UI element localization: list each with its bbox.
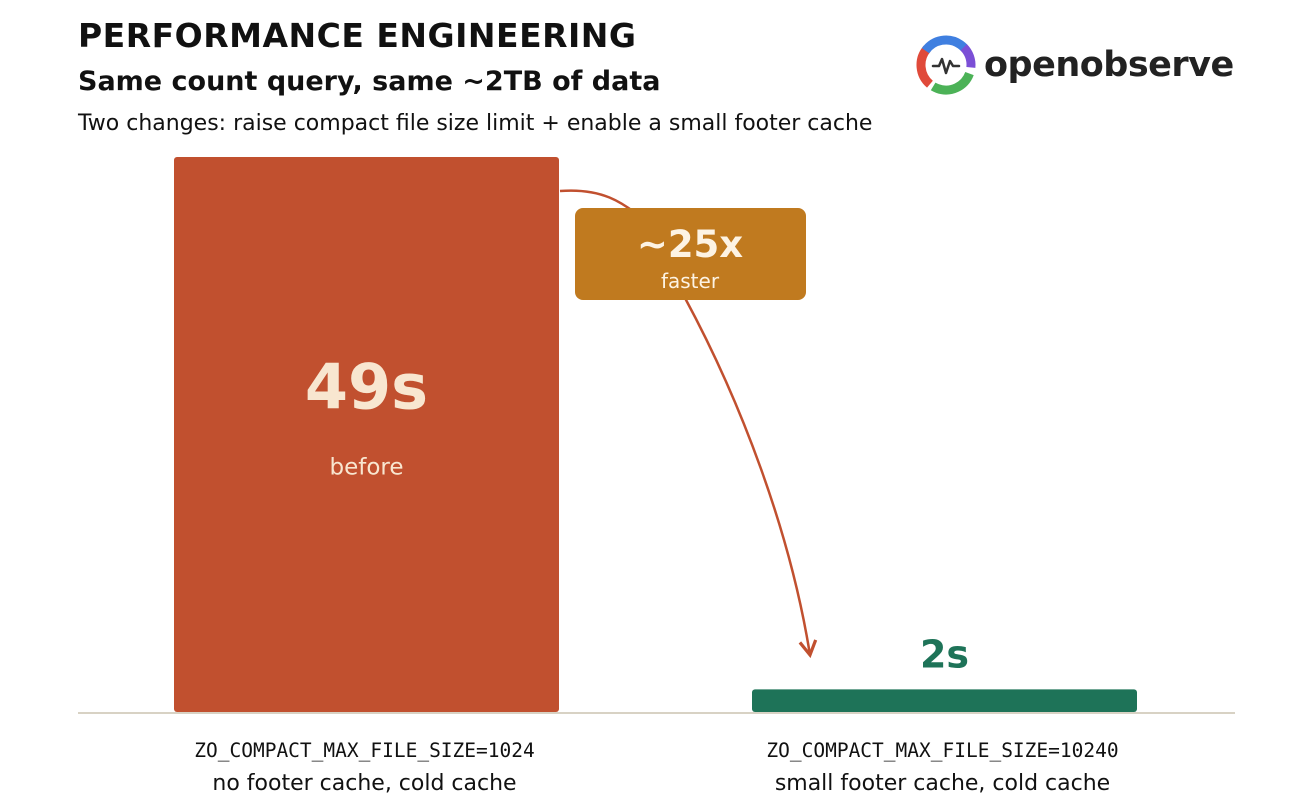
page-description: Two changes: raise compact file size lim…: [78, 111, 873, 136]
arrow-end-segment: [683, 297, 818, 659]
category-config-label-1: ZO_COMPACT_MAX_FILE_SIZE=1024: [194, 739, 534, 762]
category-description-label-2: small footer cache, cold cache: [775, 771, 1110, 796]
speedup-label: faster: [661, 269, 720, 293]
bar-value-label-2: 2s: [920, 632, 969, 676]
bar-1: [174, 157, 559, 712]
page-title: PERFORMANCE ENGINEERING: [78, 16, 637, 55]
speedup-value: ~25x: [637, 223, 743, 266]
logo-text: openobserve: [984, 45, 1234, 85]
category-description-label-1: no footer cache, cold cache: [212, 771, 516, 796]
bar-sublabel-1: before: [329, 455, 403, 481]
speedup-annotation-box: [575, 208, 806, 300]
bar-2: [752, 689, 1137, 712]
category-config-label-2: ZO_COMPACT_MAX_FILE_SIZE=10240: [766, 739, 1118, 762]
openobserve-logo-icon: [916, 35, 976, 95]
page-subtitle: Same count query, same ~2TB of data: [78, 66, 661, 97]
bar-value-label-1: 49s: [305, 351, 428, 424]
openobserve-logo: openobserve: [916, 34, 1234, 96]
